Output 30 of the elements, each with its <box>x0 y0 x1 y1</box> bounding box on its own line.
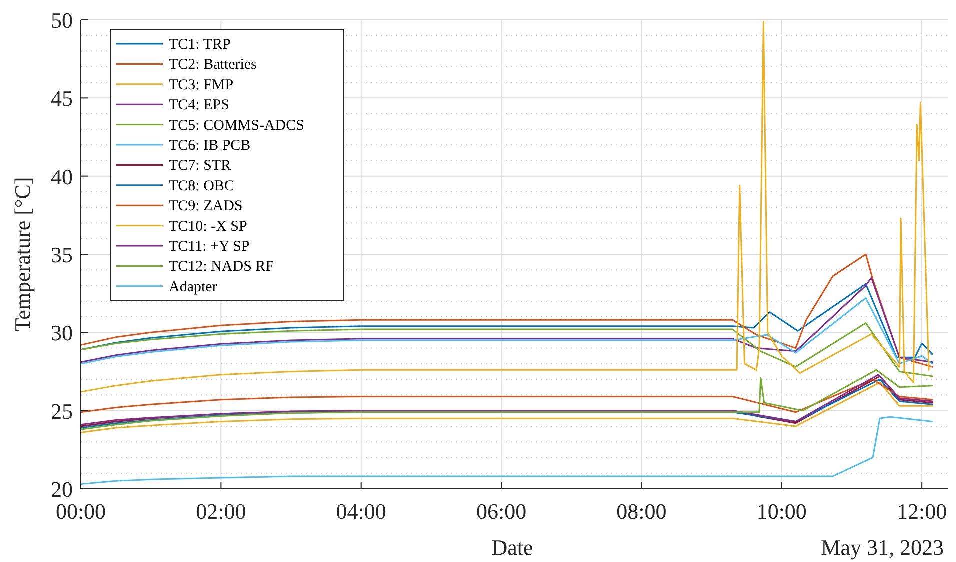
legend-label: TC11: +Y SP <box>169 239 250 255</box>
legend-label: TC8: OBC <box>169 178 234 194</box>
y-axis-title: Temperature [°C] <box>10 177 35 332</box>
legend-label: TC9: ZADS <box>169 198 243 215</box>
legend-label: TC10: -X SP <box>169 218 248 235</box>
x-tick-label: 10:00 <box>756 499 807 524</box>
y-tick-label: 40 <box>51 164 73 190</box>
legend-label: TC3: FMP <box>169 77 234 94</box>
y-tick-label: 20 <box>51 477 73 502</box>
y-tick-label: 30 <box>51 320 73 346</box>
y-tick-label: 45 <box>51 86 73 112</box>
legend-label: TC1: TRP <box>169 37 231 53</box>
x-tick-label: 12:00 <box>897 499 948 524</box>
y-tick-label: 25 <box>51 398 73 424</box>
x-tick-label: 04:00 <box>336 499 386 524</box>
legend-label: TC2: Batteries <box>169 57 258 74</box>
legend-label: TC7: STR <box>169 158 232 174</box>
legend-label: Adapter <box>169 279 218 296</box>
legend-label: TC5: COMMS-ADCS <box>169 118 304 134</box>
y-tick-label: 50 <box>51 8 73 33</box>
legend-label: TC6: IB PCB <box>169 138 251 154</box>
x-tick-label: 08:00 <box>616 499 667 524</box>
text: May 31, 2023 <box>821 535 944 560</box>
x-tick-label: 00:00 <box>56 499 106 524</box>
y-tick-label: 35 <box>51 242 73 268</box>
x-axis-title: Date <box>492 535 534 560</box>
x-tick-label: 02:00 <box>196 499 246 524</box>
legend-label: TC12: NADS RF <box>169 259 274 276</box>
legend-label: TC4: EPS <box>169 98 230 114</box>
x-tick-label: 06:00 <box>476 499 527 524</box>
